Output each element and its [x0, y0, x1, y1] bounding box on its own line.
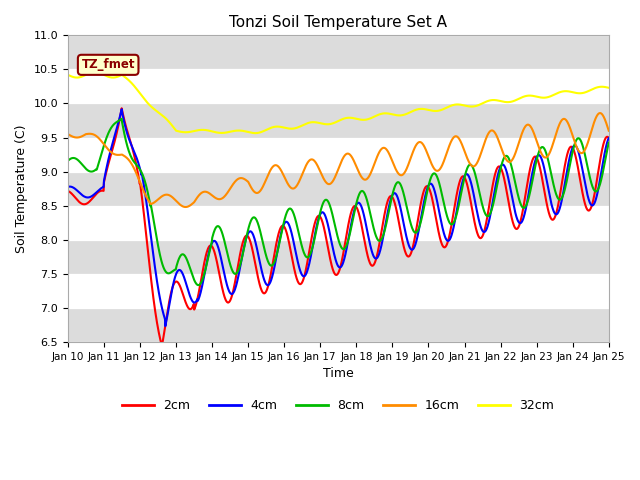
- Legend: 2cm, 4cm, 8cm, 16cm, 32cm: 2cm, 4cm, 8cm, 16cm, 32cm: [117, 394, 559, 417]
- Y-axis label: Soil Temperature (C): Soil Temperature (C): [15, 124, 28, 253]
- Bar: [68, 138, 609, 171]
- Bar: [68, 104, 609, 138]
- Bar: [68, 308, 609, 342]
- Bar: [68, 171, 609, 205]
- Bar: [68, 36, 609, 70]
- X-axis label: Time: Time: [323, 367, 354, 380]
- Bar: [68, 274, 609, 308]
- Bar: [68, 70, 609, 104]
- Title: Tonzi Soil Temperature Set A: Tonzi Soil Temperature Set A: [229, 15, 447, 30]
- Text: TZ_fmet: TZ_fmet: [81, 59, 135, 72]
- Bar: [68, 205, 609, 240]
- Bar: [68, 240, 609, 274]
